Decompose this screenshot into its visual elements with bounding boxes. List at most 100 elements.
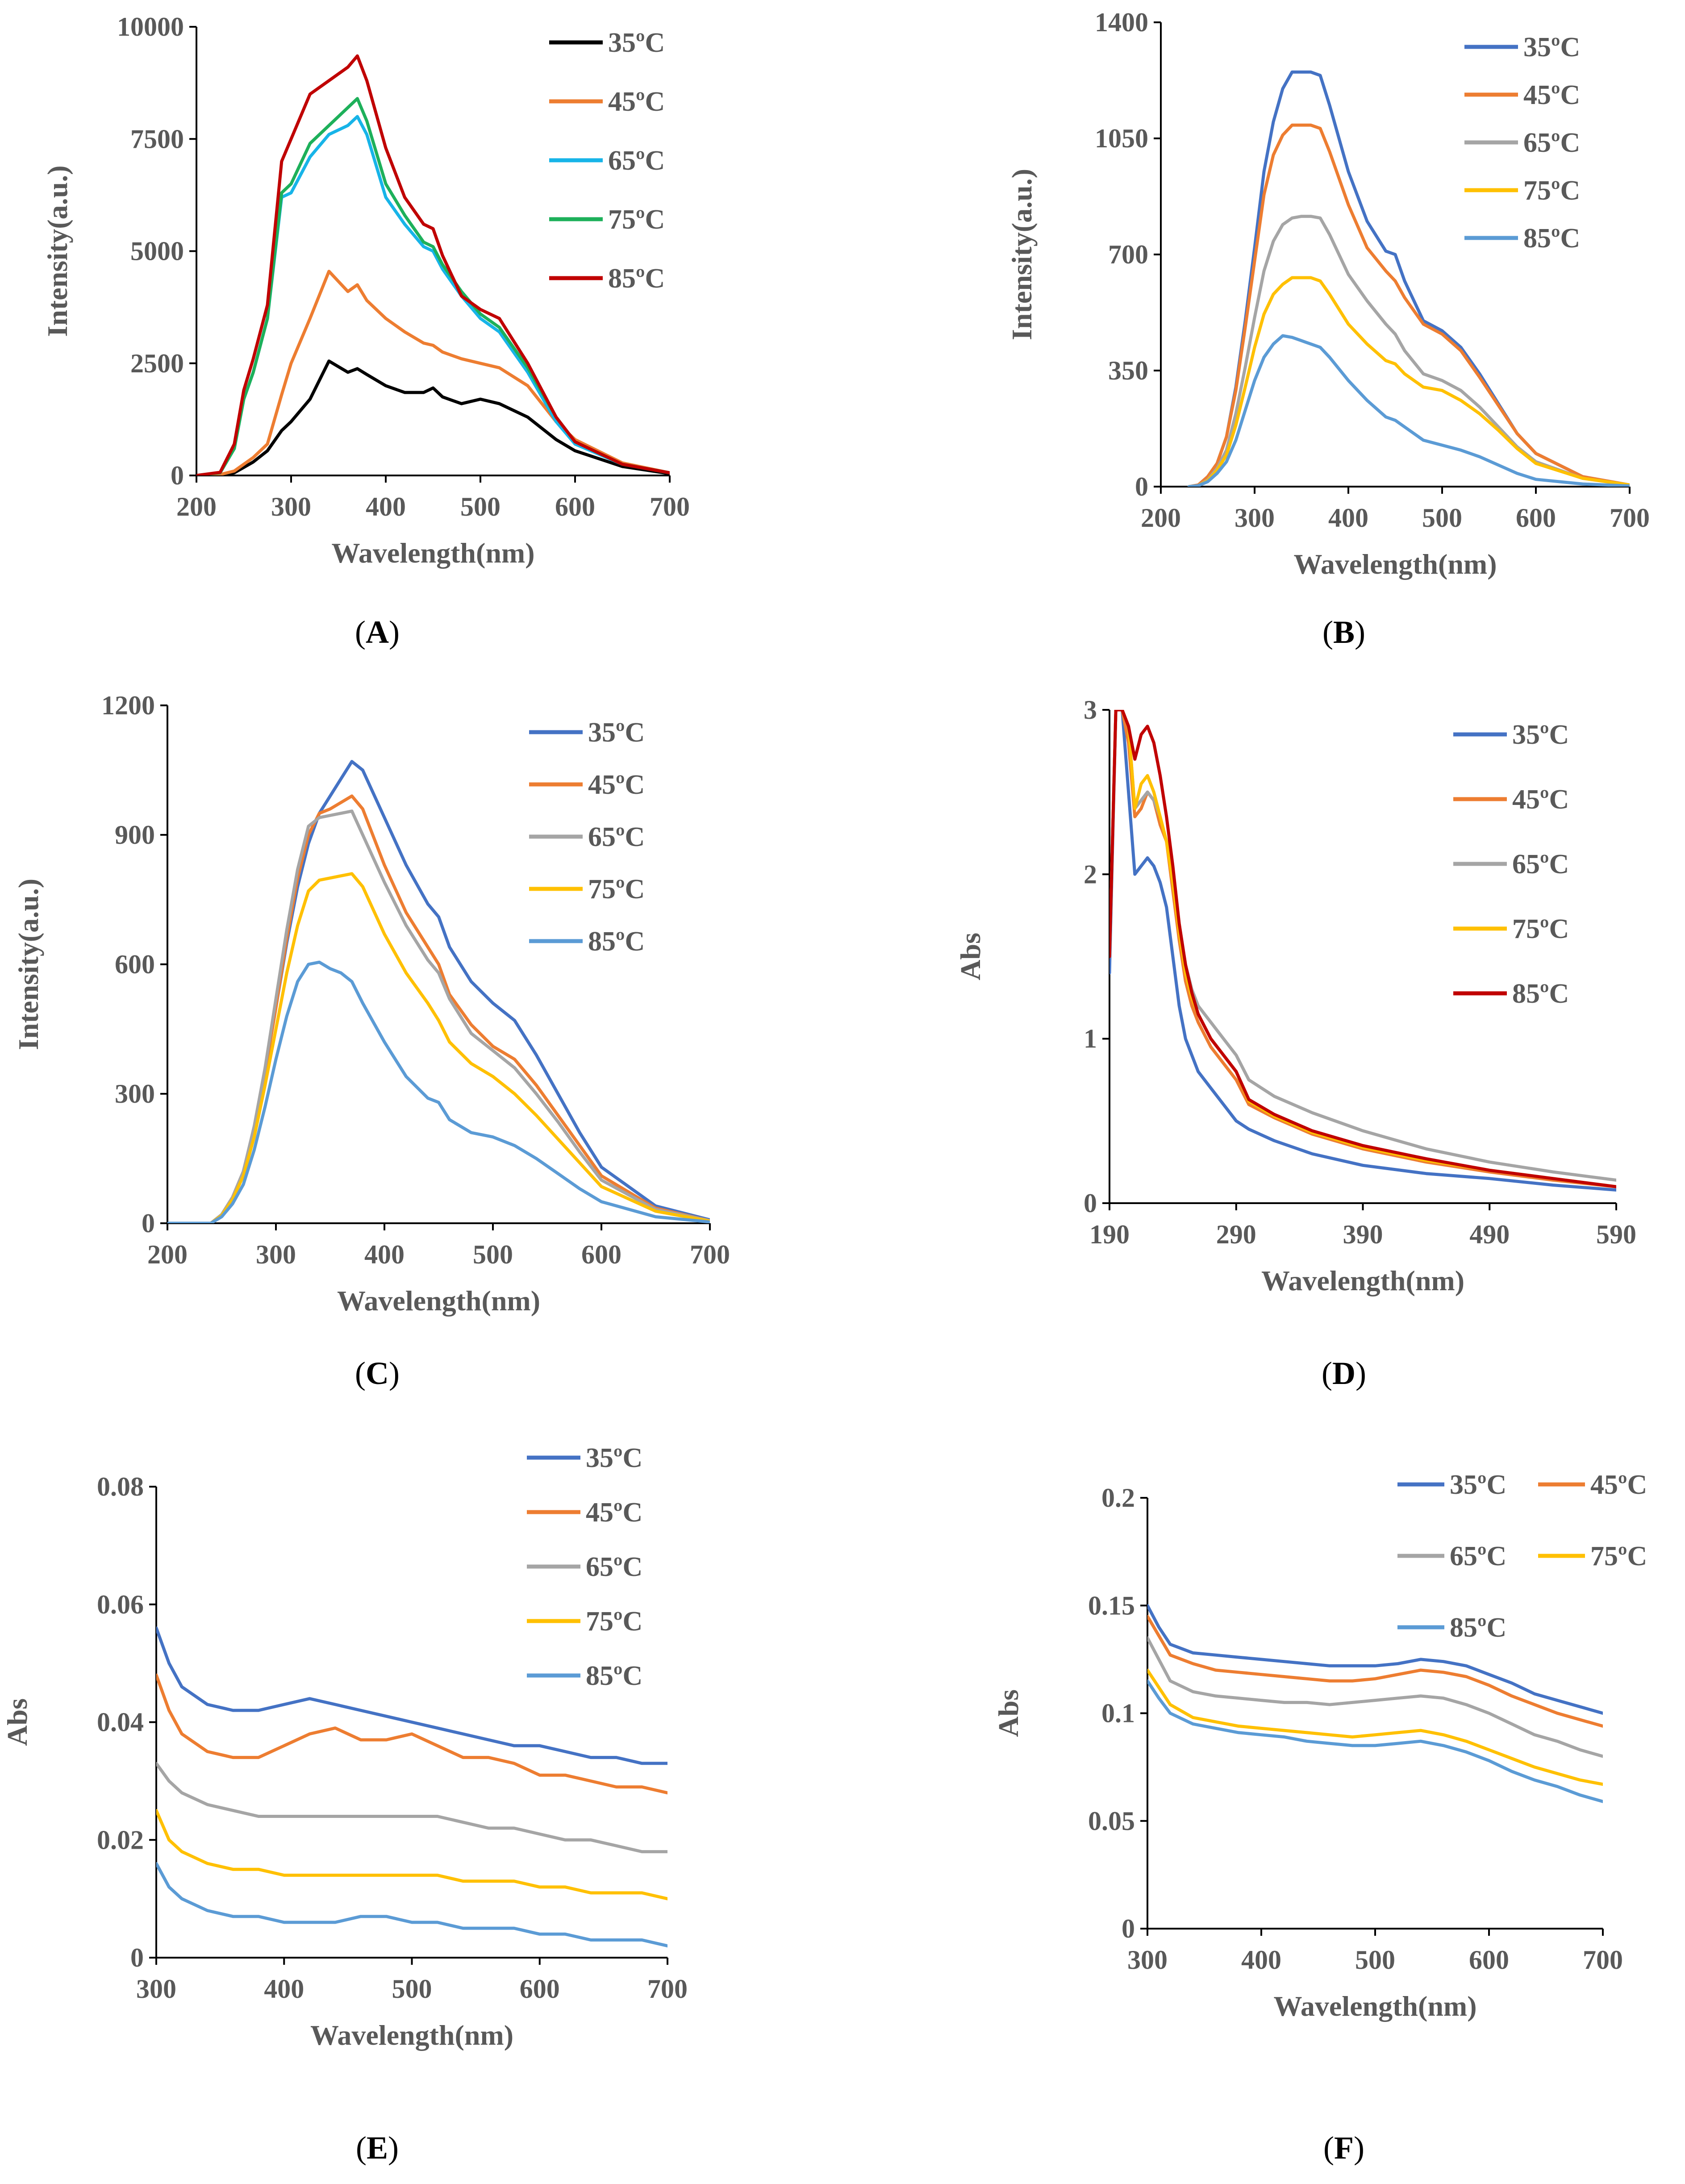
series-line-35c (1147, 1604, 1603, 1715)
x-tick-label: 600 (555, 492, 595, 521)
x-tick-label: 300 (136, 1974, 176, 2004)
y-tick-label: 0 (1122, 1914, 1135, 1943)
y-tick-label: 0 (142, 1209, 155, 1238)
x-tick-label: 200 (147, 1240, 188, 1269)
series-line-75c (1147, 1668, 1603, 1786)
chart-panel-a: 0 2500 5000 7500 10000 200 300 400 500 600 700 Wave… (42, 12, 690, 650)
panel-caption: (F) (1323, 2130, 1364, 2166)
series-line-45c (1109, 710, 1616, 1188)
y-tick-label: 700 (1108, 240, 1148, 269)
legend-label: 85ºC (1450, 1613, 1506, 1643)
legend-entry: 45ºC (529, 770, 645, 800)
legend-label: 85ºC (586, 1661, 642, 1691)
x-tick-label: 400 (366, 492, 406, 521)
x-tick-label: 500 (1422, 503, 1462, 533)
x-axis-label: Wavelength(nm) (331, 537, 534, 569)
caption-close-paren: ) (1356, 1355, 1366, 1391)
series-line-65c (167, 809, 710, 1223)
x-tick-label: 500 (460, 492, 500, 521)
x-tick-label: 200 (1141, 503, 1181, 533)
x-tick-label: 300 (256, 1240, 296, 1269)
caption-open-paren: ( (355, 1355, 366, 1391)
chart-panel-d: 0 1 2 3 190 290 390 490 590 Wavelength(nm) Abs 35ºC… (955, 695, 1636, 1391)
y-tick-label: 3 (1084, 695, 1097, 725)
y-axis-label: Abs (955, 933, 986, 980)
x-tick-label: 190 (1089, 1220, 1130, 1249)
panel-caption: (B) (1322, 614, 1365, 650)
x-tick-label: 590 (1596, 1220, 1636, 1249)
y-tick-label: 0 (1135, 472, 1148, 501)
series-line-75c (196, 97, 670, 475)
y-tick-label: 0.05 (1088, 1806, 1135, 1836)
legend-entry: 75ºC (549, 204, 665, 235)
x-axis-label: Wavelength(nm) (310, 2019, 513, 2051)
legend-label: 65ºC (608, 146, 665, 176)
legend-entry: 45ºC (549, 87, 665, 117)
caption-close-paren: ) (1354, 2130, 1364, 2166)
legend-label: 45ºC (608, 87, 665, 117)
legend-label: 85ºC (588, 926, 645, 957)
legend-entry: 45ºC (1464, 80, 1580, 110)
series-line-85c (1147, 1679, 1603, 1803)
series-line-65c (1187, 215, 1630, 487)
chart-panel-f: 0 0.05 0.1 0.15 0.2 300 400 500 600 700 Wavelength… (993, 1470, 1647, 2166)
y-tick-label: 2500 (130, 349, 184, 378)
caption-open-paren: ( (356, 2130, 367, 2166)
legend-label: 45ºC (1590, 1470, 1647, 1500)
legend-entry: 45ºC (527, 1497, 642, 1528)
series-line-75c (156, 1809, 667, 1901)
legend-label: 65ºC (1512, 849, 1569, 879)
x-tick-label: 300 (271, 492, 311, 521)
legend-label: 35ºC (1523, 32, 1580, 63)
caption-letter: A (366, 614, 389, 650)
y-tick-label: 1050 (1095, 124, 1148, 153)
chart-panel-c: 0 300 600 900 1200 200 300 400 500 600 700 Waveleng… (13, 691, 730, 1391)
y-tick-label: 7500 (130, 124, 184, 154)
legend-entry: 35ºC (549, 28, 665, 58)
y-axis-label: Abs (993, 1689, 1024, 1737)
legend-entry: 85ºC (1464, 223, 1580, 254)
panel-caption: (E) (356, 2130, 399, 2166)
x-tick-label: 400 (1241, 1945, 1281, 1975)
panel-caption: (D) (1322, 1355, 1366, 1391)
legend-entry: 65ºC (1397, 1541, 1506, 1571)
caption-open-paren: ( (1322, 1355, 1332, 1391)
y-tick-label: 0 (1084, 1188, 1097, 1218)
legend-entry: 65ºC (1464, 128, 1580, 158)
panel-caption: (A) (355, 614, 400, 650)
y-tick-label: 0 (130, 1943, 144, 1972)
y-tick-label: 0 (171, 461, 184, 490)
caption-letter: D (1332, 1355, 1356, 1391)
y-tick-label: 0.08 (97, 1472, 144, 1501)
caption-close-paren: ) (1355, 614, 1365, 650)
x-tick-label: 600 (520, 1974, 560, 2004)
legend-label: 85ºC (1512, 979, 1569, 1009)
legend-label: 45ºC (1512, 784, 1569, 815)
caption-close-paren: ) (388, 2130, 399, 2166)
caption-letter: B (1333, 614, 1355, 650)
legend-entry: 75ºC (529, 874, 645, 904)
series-line-85c (1187, 334, 1630, 487)
legend-label: 45ºC (1523, 80, 1580, 110)
x-tick-label: 700 (690, 1240, 730, 1269)
y-tick-label: 0.15 (1088, 1591, 1135, 1620)
legend-label: 75ºC (1590, 1541, 1647, 1571)
x-tick-label: 700 (650, 492, 690, 521)
legend-entry: 85ºC (529, 926, 645, 957)
y-tick-label: 1200 (101, 691, 155, 720)
series-line-85c (167, 960, 710, 1223)
caption-open-paren: ( (1322, 614, 1333, 650)
caption-letter: F (1334, 2130, 1354, 2166)
x-tick-label: 400 (264, 1974, 304, 2004)
legend-entry: 65ºC (527, 1552, 642, 1582)
caption-letter: C (366, 1355, 389, 1391)
series-line-65c (1147, 1636, 1603, 1758)
legend-label: 45ºC (586, 1497, 642, 1528)
x-axis-label: Wavelength(nm) (1273, 1990, 1476, 2022)
x-tick-label: 700 (1583, 1945, 1623, 1975)
y-tick-label: 10000 (117, 12, 184, 42)
y-axis-label: Intensity(a.u.) (1006, 169, 1038, 340)
legend-entry: 85ºC (549, 263, 665, 294)
series-line-45c (196, 270, 670, 475)
x-tick-label: 500 (392, 1974, 432, 2004)
